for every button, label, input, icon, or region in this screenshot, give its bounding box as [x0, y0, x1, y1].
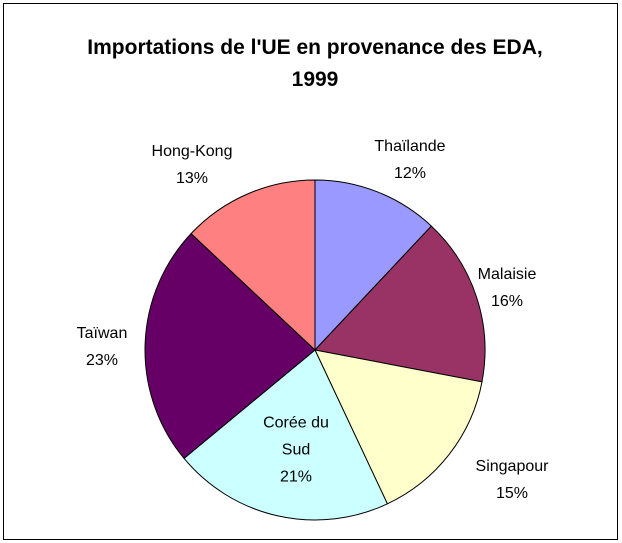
pie-slice	[190, 179, 316, 352]
label-name: Malaisie	[477, 266, 537, 283]
label-value: 15%	[495, 485, 529, 502]
label-value: 16%	[490, 293, 524, 310]
slice-label: Hong-Kong 13%	[137, 138, 247, 192]
label-value: 21%	[279, 468, 313, 486]
label-value: 23%	[85, 352, 119, 369]
label-name: Corée du Sud	[263, 414, 329, 459]
pie-slice	[314, 225, 486, 383]
pie-slice	[314, 179, 433, 352]
label-value: 13%	[175, 170, 209, 187]
pie-slice	[183, 349, 389, 521]
label-name: Thaïlande	[374, 138, 446, 155]
pie-slice	[144, 232, 316, 460]
slice-label: Taïwan 23%	[47, 320, 157, 374]
pie-slice	[314, 349, 483, 505]
label-name: Taïwan	[76, 325, 128, 342]
label-name: Hong-Kong	[151, 143, 233, 160]
slice-label: Singapour 15%	[457, 453, 567, 507]
chart-title: Importations de l'UE en provenance des E…	[87, 36, 543, 91]
label-value: 12%	[393, 165, 427, 182]
slice-label: Corée du Sud 21%	[256, 410, 336, 491]
slice-label: Thaïlande 12%	[355, 133, 465, 187]
label-name: Singapour	[475, 458, 549, 475]
slice-label: Malaisie 16%	[452, 261, 562, 315]
